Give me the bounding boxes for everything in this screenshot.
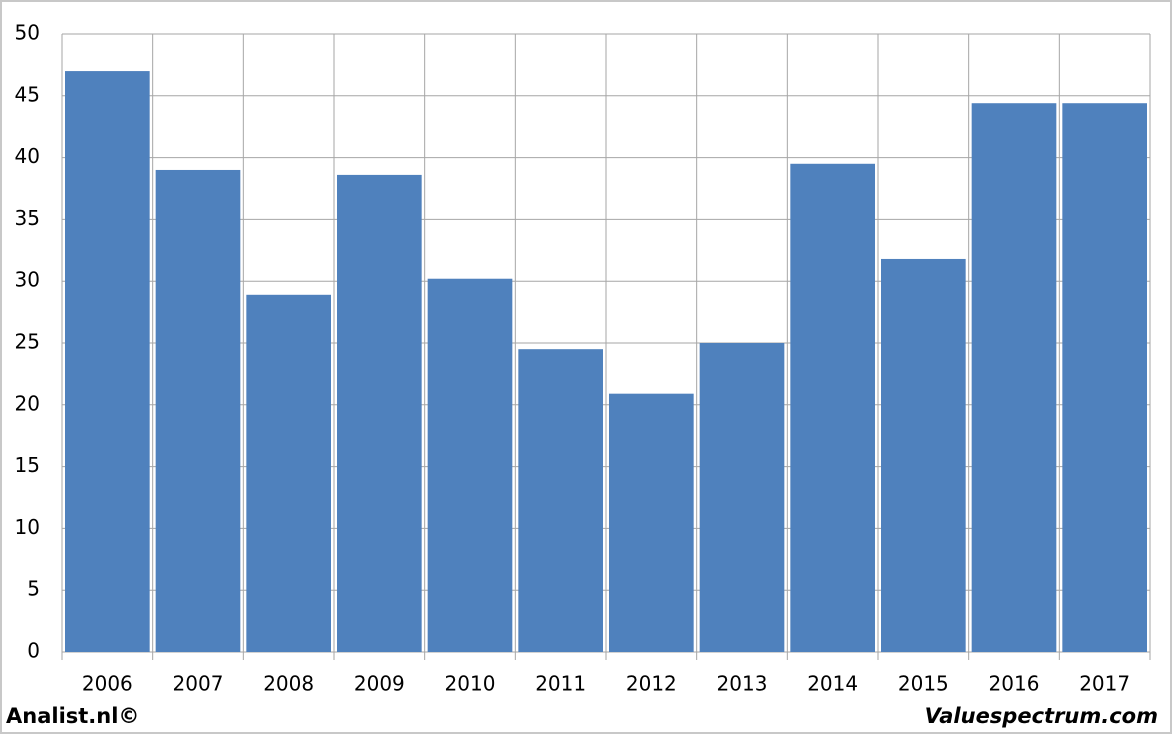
x-tick-label: 2007 [173, 672, 224, 696]
bar [518, 349, 603, 652]
y-tick-label: 15 [15, 453, 40, 477]
x-tick-label: 2011 [535, 672, 586, 696]
y-tick-label: 10 [15, 515, 40, 539]
y-tick-label: 0 [27, 639, 40, 663]
x-tick-label: 2014 [807, 672, 858, 696]
bar [427, 278, 513, 652]
bar [246, 294, 331, 652]
bar [155, 169, 241, 652]
x-tick-label: 2010 [445, 672, 496, 696]
y-tick-label: 30 [15, 268, 40, 292]
bar [881, 258, 966, 652]
bar [337, 174, 422, 653]
y-tick-label: 20 [15, 391, 40, 415]
y-tick-label: 50 [15, 21, 40, 45]
x-tick-label: 2009 [354, 672, 405, 696]
bar [790, 163, 875, 652]
x-tick-label: 2016 [989, 672, 1040, 696]
y-tick-label: 35 [15, 206, 40, 230]
y-tick-label: 45 [15, 82, 40, 106]
bar [1062, 103, 1147, 652]
bar [65, 71, 150, 652]
x-tick-label: 2015 [898, 672, 949, 696]
y-tick-label: 25 [15, 330, 40, 354]
y-tick-label: 5 [27, 577, 40, 601]
x-tick-label: 2012 [626, 672, 677, 696]
bar [699, 343, 785, 652]
x-tick-label: 2008 [263, 672, 314, 696]
footer-right: Valuespectrum.com [925, 704, 1158, 728]
x-tick-label: 2013 [717, 672, 768, 696]
footer-left: Analist.nl© [6, 704, 139, 728]
x-tick-label: 2006 [82, 672, 133, 696]
x-tick-label: 2017 [1079, 672, 1130, 696]
y-tick-label: 40 [15, 144, 40, 168]
bar [609, 393, 694, 652]
bar [971, 103, 1057, 652]
